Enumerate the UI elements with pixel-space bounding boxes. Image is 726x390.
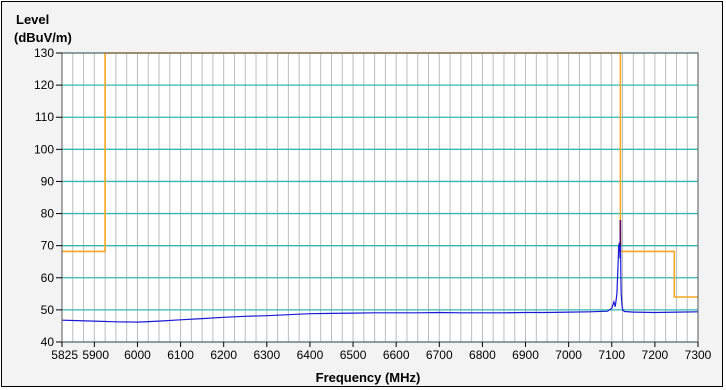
x-tick-label: 5900 (82, 348, 109, 362)
y-axis-label-line1: Level (16, 12, 49, 27)
plot-border (61, 52, 699, 343)
y-tick-label: 70 (41, 239, 55, 253)
x-tick-label: 6800 (469, 348, 496, 362)
x-tick-label: 6300 (253, 348, 280, 362)
measurement-trace (61, 219, 699, 323)
y-tick-label: 60 (41, 271, 55, 285)
x-tick-label: 6400 (297, 348, 324, 362)
y-axis-label-line2: (dBuV/m) (14, 30, 72, 45)
y-tick-label: 80 (41, 207, 55, 221)
x-tick-label: 5825 (51, 348, 78, 362)
x-tick-label: 6000 (124, 348, 151, 362)
x-tick-label: 7300 (685, 348, 712, 362)
plot-area (62, 53, 698, 342)
x-tick-label: 6600 (383, 348, 410, 362)
y-tick-label: 50 (41, 303, 55, 317)
y-tick-label: 110 (35, 110, 54, 124)
y-tick-label: 130 (34, 46, 54, 60)
x-tick-label: 7200 (642, 348, 669, 362)
x-axis-label: Frequency (MHz) (316, 370, 421, 385)
x-tick-label: 6700 (426, 348, 453, 362)
y-tick-label: 40 (41, 335, 55, 349)
y-tick-label: 100 (34, 142, 54, 156)
x-tick-label: 7000 (555, 348, 582, 362)
x-tick-label: 6900 (512, 348, 539, 362)
limit-line (62, 52, 698, 298)
x-tick-label: 6100 (167, 348, 194, 362)
x-tick-label: 6500 (340, 348, 367, 362)
y-tick-label: 120 (34, 78, 54, 92)
x-tick-label: 7100 (598, 348, 625, 362)
y-tick-label: 90 (41, 174, 55, 188)
x-tick-label: 6200 (210, 348, 237, 362)
